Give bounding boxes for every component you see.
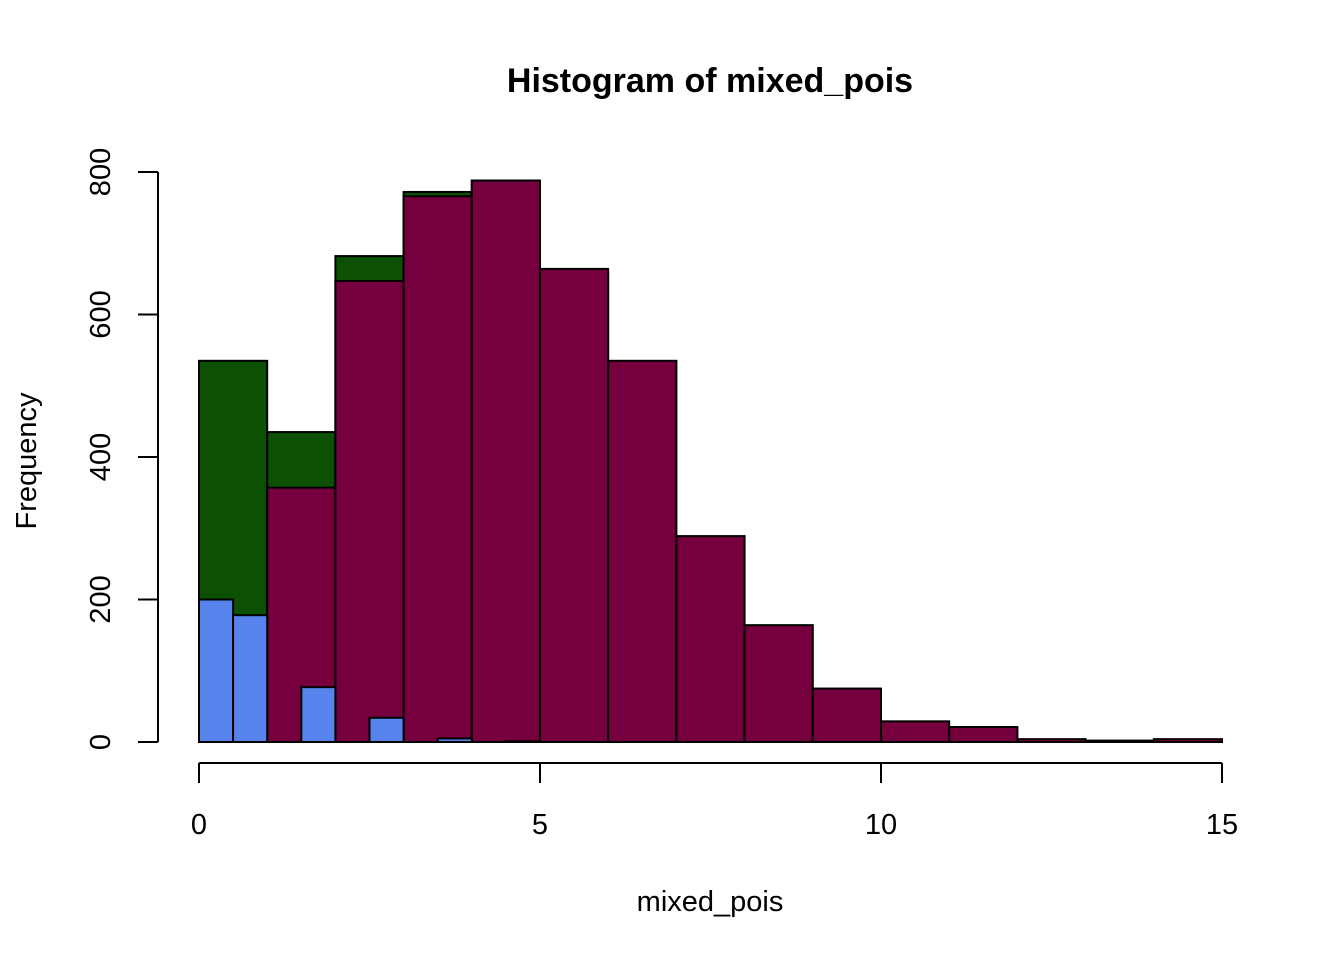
bars-layer [198, 179, 1224, 744]
bar-series3-bin1 [198, 598, 235, 743]
bar-series2-bin9 [743, 624, 814, 744]
bar-series3-bin6 [504, 740, 541, 743]
y-tick-label: 800 [85, 148, 117, 196]
bar-series2-bin6 [539, 267, 610, 743]
y-axis: 0 200 400 600 800 [85, 148, 159, 750]
bar-series2-bin14 [1084, 739, 1155, 744]
bar-series2-bin11 [880, 720, 951, 744]
bar-series3-bin3 [300, 686, 337, 744]
bar-series2-bin3 [334, 280, 405, 743]
bar-series3-bin5 [436, 737, 473, 743]
bar-series2-bin12 [948, 726, 1019, 743]
y-axis-label: Frequency [11, 392, 43, 530]
y-tick-label: 0 [85, 734, 117, 750]
y-tick-label: 600 [85, 290, 117, 338]
x-tick-label: 10 [865, 809, 897, 841]
x-tick-label: 5 [532, 809, 548, 841]
bar-series3-bin4 [368, 716, 405, 744]
bar-series2-bin8 [675, 535, 746, 744]
chart-title: Histogram of mixed_pois [507, 62, 913, 100]
x-axis-label: mixed_pois [637, 886, 784, 918]
bar-series2-bin15 [1152, 738, 1224, 744]
y-tick-label: 400 [85, 433, 117, 481]
y-tick-label: 200 [85, 575, 117, 623]
bar-series2-bin10 [811, 687, 882, 743]
x-tick-label: 15 [1206, 809, 1238, 841]
bar-series2-bin7 [607, 359, 678, 743]
x-tick-label: 0 [191, 809, 207, 841]
x-axis: 0 5 10 15 [191, 762, 1238, 841]
bar-series2-bin4 [402, 195, 473, 744]
bar-series2-bin5 [470, 179, 541, 744]
bar-series2-bin13 [1016, 738, 1087, 744]
bar-series3-bin2 [232, 614, 269, 743]
